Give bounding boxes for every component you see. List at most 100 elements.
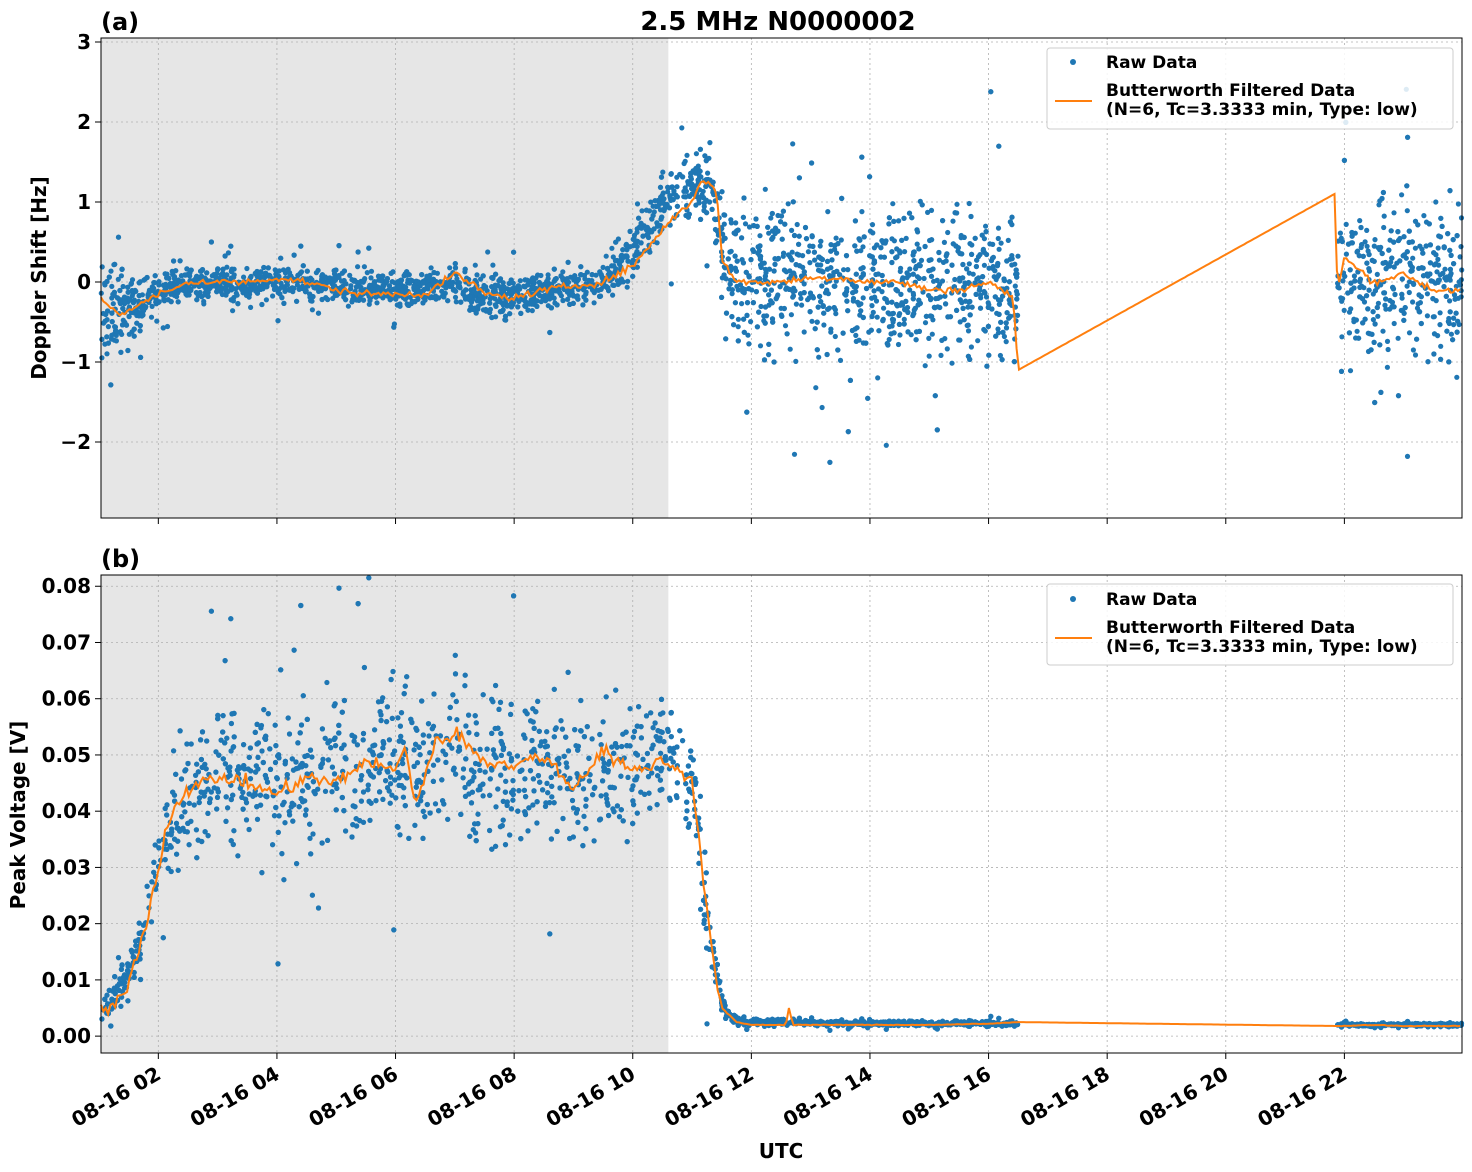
raw-data-point — [790, 294, 796, 300]
raw-data-point — [1457, 254, 1463, 260]
raw-data-point — [131, 333, 137, 339]
raw-data-point — [928, 207, 935, 213]
raw-data-point — [809, 160, 815, 166]
raw-data-point — [263, 283, 269, 290]
raw-data-point — [634, 201, 641, 207]
raw-data-point — [993, 333, 999, 339]
raw-data-point — [392, 286, 398, 292]
raw-data-point — [500, 280, 506, 286]
raw-data-point — [115, 276, 121, 282]
raw-data-point — [559, 275, 566, 281]
raw-data-point — [1406, 239, 1412, 245]
raw-data-point — [898, 265, 904, 271]
raw-data-point — [452, 294, 459, 300]
raw-data-point — [1014, 291, 1020, 297]
raw-data-point — [950, 218, 956, 224]
raw-data-point — [529, 308, 535, 314]
raw-data-point — [770, 319, 776, 325]
raw-data-point — [818, 238, 824, 244]
raw-data-point — [705, 170, 711, 176]
raw-data-point — [521, 297, 528, 303]
raw-data-point — [361, 264, 367, 270]
raw-data-point — [721, 272, 727, 278]
raw-data-point — [897, 302, 904, 308]
raw-data-point — [118, 349, 124, 355]
raw-data-point — [1009, 262, 1015, 268]
raw-data-point — [945, 314, 951, 320]
raw-data-point — [406, 302, 412, 308]
raw-data-point — [777, 284, 783, 290]
raw-data-point — [409, 278, 415, 284]
raw-data-point — [845, 267, 851, 273]
raw-data-point — [1386, 247, 1392, 253]
raw-data-point — [1341, 157, 1347, 163]
raw-data-point — [573, 294, 580, 300]
raw-data-point — [645, 230, 651, 236]
raw-data-point — [735, 316, 742, 322]
raw-data-point — [367, 297, 373, 304]
raw-data-point — [627, 228, 633, 234]
raw-data-point — [762, 186, 768, 192]
raw-data-point — [638, 225, 645, 231]
raw-data-point — [453, 288, 459, 294]
raw-data-point — [858, 248, 864, 254]
raw-data-point — [177, 258, 183, 264]
raw-data-point — [833, 311, 839, 317]
raw-data-point — [1339, 334, 1345, 340]
raw-data-point — [228, 243, 234, 249]
raw-data-point — [1014, 296, 1020, 302]
raw-data-point — [1375, 313, 1381, 319]
raw-data-point — [648, 199, 654, 205]
raw-data-point — [1409, 264, 1415, 271]
raw-data-point — [758, 262, 764, 268]
raw-data-point — [699, 192, 705, 198]
raw-data-point — [109, 283, 115, 289]
raw-data-point — [740, 214, 747, 220]
raw-data-point — [1001, 333, 1008, 340]
raw-data-point — [109, 319, 115, 325]
raw-data-point — [1372, 237, 1378, 243]
raw-data-point — [734, 258, 740, 264]
raw-data-point — [630, 257, 636, 263]
raw-data-point — [666, 205, 673, 211]
raw-data-point — [659, 214, 665, 220]
raw-data-point — [797, 263, 803, 269]
raw-data-point — [737, 282, 744, 288]
raw-data-point — [909, 215, 915, 221]
raw-data-point — [529, 283, 535, 289]
raw-data-point — [884, 299, 891, 305]
raw-data-point — [771, 359, 777, 365]
raw-data-point — [331, 268, 337, 274]
raw-data-point — [1353, 317, 1359, 323]
raw-data-point — [1444, 328, 1450, 334]
raw-data-point — [263, 271, 269, 277]
raw-data-point — [331, 275, 337, 281]
raw-data-point — [766, 266, 773, 272]
raw-data-point — [1382, 302, 1388, 308]
raw-data-point — [793, 301, 800, 307]
raw-data-point — [912, 305, 918, 311]
raw-data-point — [621, 254, 627, 260]
raw-data-point — [768, 287, 775, 293]
raw-data-point — [996, 272, 1002, 278]
raw-data-point — [421, 286, 427, 293]
raw-data-point — [358, 284, 364, 290]
raw-data-point — [995, 326, 1001, 332]
raw-data-point — [810, 243, 816, 249]
raw-data-point — [1427, 260, 1433, 266]
raw-data-point — [199, 267, 206, 273]
raw-data-point — [860, 295, 866, 301]
raw-data-point — [794, 221, 800, 228]
raw-data-point — [1001, 276, 1007, 282]
raw-data-point — [860, 265, 866, 271]
raw-data-point — [1448, 331, 1454, 337]
raw-data-point — [828, 326, 834, 332]
raw-data-point — [1455, 318, 1461, 324]
raw-data-point — [1404, 183, 1410, 189]
raw-data-point — [598, 286, 604, 292]
raw-data-point — [974, 276, 980, 282]
raw-data-point — [1004, 258, 1010, 264]
raw-data-point — [403, 284, 409, 290]
raw-data-point — [336, 243, 342, 249]
raw-data-point — [1359, 296, 1366, 302]
